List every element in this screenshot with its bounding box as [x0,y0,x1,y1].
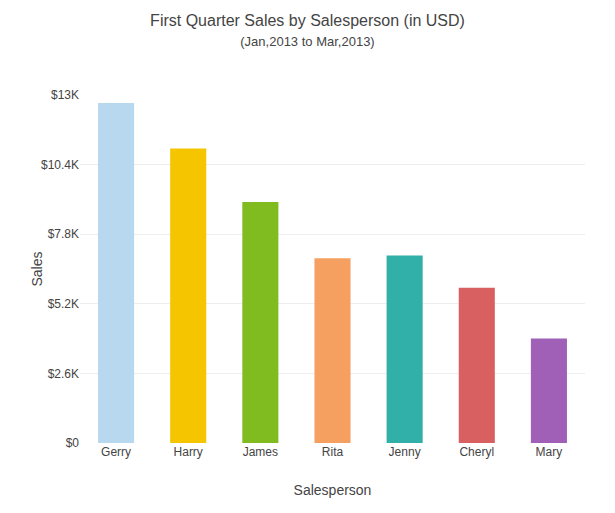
svg-text:Gerry: Gerry [101,445,131,459]
svg-text:Sales: Sales [29,251,45,286]
svg-text:Mary: Mary [536,445,563,459]
svg-text:$5.2K: $5.2K [48,297,79,311]
svg-text:Jenny: Jenny [389,445,421,459]
svg-text:$2.6K: $2.6K [48,367,79,381]
svg-text:$0: $0 [66,436,80,450]
svg-text:Cheryl: Cheryl [459,445,494,459]
svg-text:First Quarter Sales by Salespe: First Quarter Sales by Salesperson (in U… [150,12,465,50]
svg-text:Harry: Harry [174,445,203,459]
svg-text:Rita: Rita [322,445,344,459]
svg-text:$10.4K: $10.4K [41,158,79,172]
svg-text:$13K: $13K [51,88,79,102]
svg-text:James: James [243,445,278,459]
svg-text:Salesperson: Salesperson [294,482,372,498]
svg-text:$7.8K: $7.8K [48,227,79,241]
